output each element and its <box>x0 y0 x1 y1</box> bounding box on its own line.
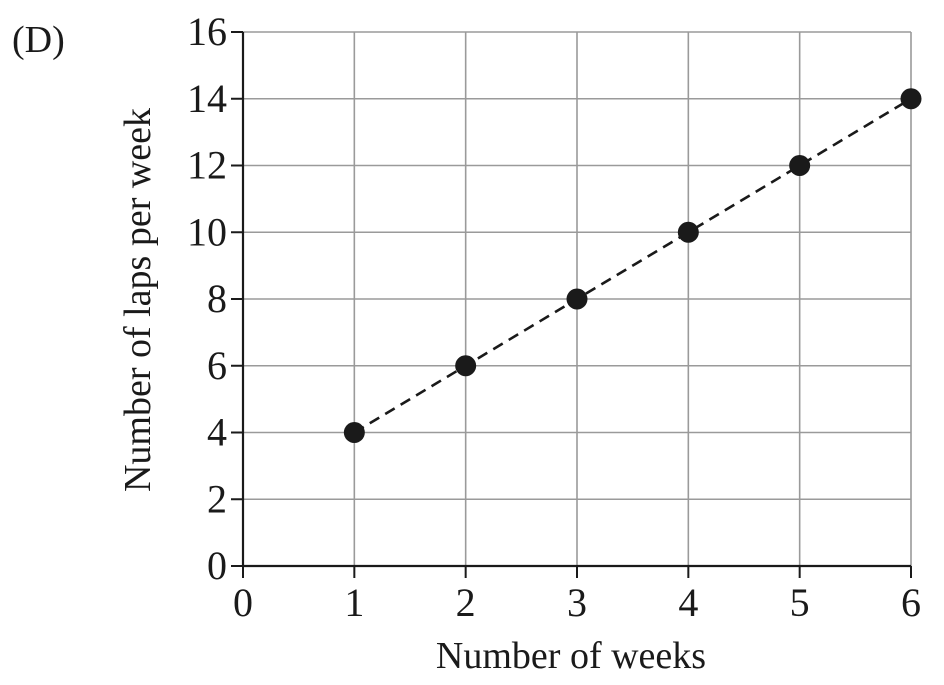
y-tick-label-16: 16 <box>187 9 227 54</box>
y-tick-label-0: 0 <box>207 543 227 588</box>
x-tick-label-5: 5 <box>790 580 810 625</box>
y-tick-label-8: 8 <box>207 276 227 321</box>
y-tick-label-10: 10 <box>187 209 227 254</box>
grid-lines <box>243 31 912 566</box>
data-point-3 <box>566 288 588 310</box>
data-points <box>343 88 922 443</box>
x-tick-label-2: 2 <box>456 580 476 625</box>
x-tick-label-1: 1 <box>344 580 364 625</box>
x-tick-label-0: 0 <box>233 580 253 625</box>
x-axis-title: Number of weeks <box>436 635 706 677</box>
x-tick-label-3: 3 <box>567 580 587 625</box>
y-tick-label-6: 6 <box>207 343 227 388</box>
y-axis-title: Number of laps per week <box>117 108 159 492</box>
data-point-4 <box>677 221 699 243</box>
option-label: (D) <box>12 19 65 61</box>
data-point-2 <box>455 355 477 377</box>
data-point-6 <box>900 88 922 110</box>
y-tick-label-2: 2 <box>207 476 227 521</box>
y-tick-label-12: 12 <box>187 143 227 188</box>
x-tick-label-6: 6 <box>901 580 921 625</box>
x-tick-label-4: 4 <box>678 580 698 625</box>
trend-line-group <box>353 97 912 434</box>
y-tick-label-4: 4 <box>207 410 227 455</box>
trend-line <box>353 97 912 434</box>
y-tick-label-14: 14 <box>187 76 227 121</box>
axes <box>231 31 912 578</box>
data-point-5 <box>789 155 811 176</box>
data-point-1 <box>343 422 365 443</box>
